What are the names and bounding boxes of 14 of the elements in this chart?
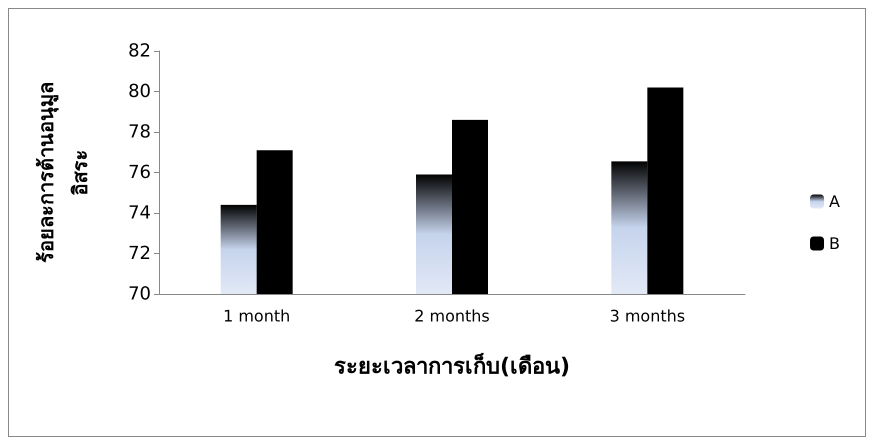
y-tick-label: 76 [128,162,151,183]
y-tick-label: 70 [128,284,151,304]
legend-label: B [829,234,840,253]
y-tick-label: 82 [128,40,151,62]
x-axis-title: ระยะเวลาการเก็บ(เดือน) [334,352,570,380]
y-tick-label: 72 [128,243,151,264]
x-tick-label: 1 month [223,306,290,326]
y-tick-label: 80 [128,81,151,102]
y-tick-label: 78 [128,122,151,142]
legend-label: A [829,192,840,211]
y-tick-label: 74 [128,202,151,224]
x-tick-label: 2 months [414,306,490,326]
y-axis-title: ร้อยละการต้านอนุมูล อิสระ [34,82,92,263]
x-tick-label: 3 months [610,306,686,326]
